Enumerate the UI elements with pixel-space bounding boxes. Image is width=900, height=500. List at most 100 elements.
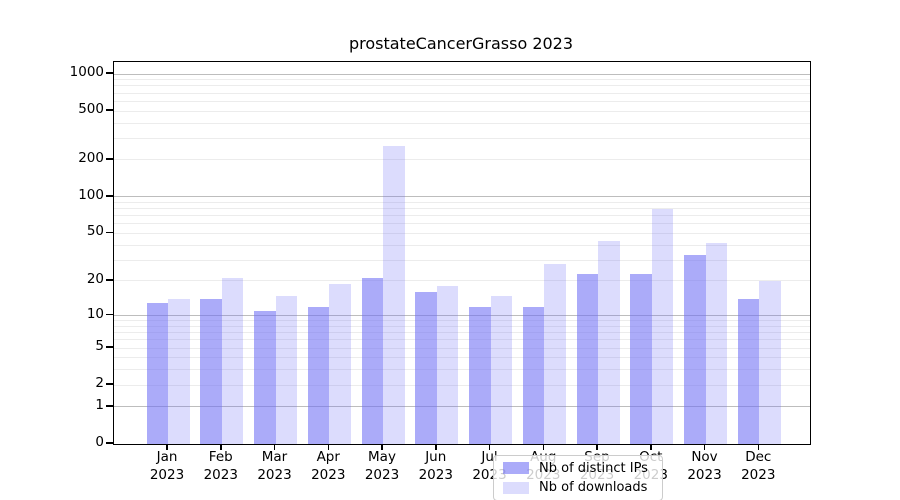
gridline-minor [114,79,810,81]
x-axis-tick [596,444,598,450]
gridline-minor [114,159,810,161]
x-axis-tick-label: Jun 2023 [396,449,476,484]
gridline-minor [114,320,810,322]
y-axis-tick [106,195,113,197]
gridline-minor [114,137,810,139]
gridline-major [114,196,810,198]
y-axis-tick-label: 100 [78,186,104,203]
x-axis-tick [542,444,544,450]
y-axis-tick-label: 1 [95,396,104,413]
x-axis-tick-label: Apr 2023 [288,449,368,484]
x-axis-tick-label: Feb 2023 [181,449,261,484]
bar-distinct-ips [684,255,706,444]
x-tick-month: Nov [691,449,718,465]
x-axis-tick-label: May 2023 [342,449,422,484]
bar-distinct-ips [307,306,330,444]
bar-downloads [275,295,297,444]
gridline-minor [114,347,810,349]
bar-downloads [759,280,781,444]
y-axis-tick-label: 5 [95,338,104,355]
gridline-minor [114,122,810,124]
x-tick-month: Mar [261,449,288,465]
gridline-minor [114,201,810,203]
x-axis-tick [381,444,383,450]
y-axis-tick-label: 10 [86,305,104,322]
x-axis-tick-label: Nov 2023 [665,449,745,484]
gridline-minor [114,85,810,87]
bar-downloads [651,208,674,444]
x-tick-year: 2023 [364,466,400,483]
bars-layer [114,62,810,444]
bar-distinct-ips [630,273,652,444]
bar-distinct-ips [522,306,545,444]
bar-distinct-ips [146,302,168,444]
gridlines-layer [114,62,810,444]
bar-downloads [436,286,459,444]
gridline-minor [114,100,810,102]
x-tick-year: 2023 [741,466,776,483]
y-axis-tick-label: 200 [78,149,104,166]
legend-item-distinct-ips: Nb of distinct IPs [494,461,662,476]
x-tick-year: 2023 [149,466,185,483]
y-axis-tick [106,279,113,281]
y-axis-tick-label: 1000 [69,64,104,81]
y-axis-tick [106,231,113,234]
bar-downloads [383,146,405,444]
chart-title: prostateCancerGrasso 2023 [348,34,574,53]
bar-downloads [705,242,727,444]
legend-swatch-distinct-ips [503,462,529,475]
gridline-minor [114,232,810,234]
x-axis-tick [435,444,437,450]
gridline-minor [114,332,810,334]
gridline-minor [114,92,810,94]
bar-downloads [329,283,351,444]
x-tick-month: Jun [425,449,447,465]
y-axis-tick-label: 50 [86,223,104,240]
y-axis-tick [106,442,113,444]
y-axis-tick [106,346,113,348]
x-tick-month: Dec [745,449,772,465]
gridline-major [114,73,810,75]
x-tick-year: 2023 [687,466,722,483]
x-axis-tick [327,444,329,450]
x-axis-tick-label: Jan 2023 [127,449,207,484]
x-tick-year: 2023 [257,466,292,483]
x-tick-year: 2023 [203,466,238,483]
plot-area: Nb of distinct IPs Nb of downloads [113,61,811,500]
x-tick-month: Feb [208,449,233,465]
x-tick-month: Apr [316,449,340,465]
bar-distinct-ips [576,273,598,444]
bar-downloads [544,263,566,444]
y-axis-tick-label: 2 [95,375,104,392]
x-axis-tick [703,444,706,450]
x-tick-year: 2023 [311,466,346,483]
legend-item-downloads: Nb of downloads [494,480,662,495]
bar-downloads [490,295,512,444]
gridline-minor [114,110,810,112]
legend: Nb of distinct IPs Nb of downloads [493,455,663,500]
gridline-major [114,315,810,317]
x-axis-tick [166,444,168,450]
x-axis-tick [757,444,759,450]
y-axis-tick-label: 0 [95,434,104,450]
x-axis-tick [650,444,652,450]
y-axis-tick-label: 20 [86,270,104,287]
gridline-minor [114,244,810,246]
bar-distinct-ips [469,306,491,444]
y-axis-tick [106,405,113,407]
bar-distinct-ips [254,310,276,444]
y-axis-tick [106,383,113,385]
bar-distinct-ips [200,298,222,444]
x-axis-tick-label: Dec 2023 [718,449,798,484]
x-axis-tick [488,444,491,450]
legend-label-distinct-ips: Nb of distinct IPs [539,460,648,476]
legend-swatch-downloads [503,481,529,494]
gridline-minor [114,369,810,371]
y-axis-tick [106,158,113,160]
bar-distinct-ips [361,278,383,444]
gridline-minor [114,259,810,261]
gridline-minor [114,384,810,386]
bar-downloads [598,241,620,444]
bar-distinct-ips [415,292,437,444]
